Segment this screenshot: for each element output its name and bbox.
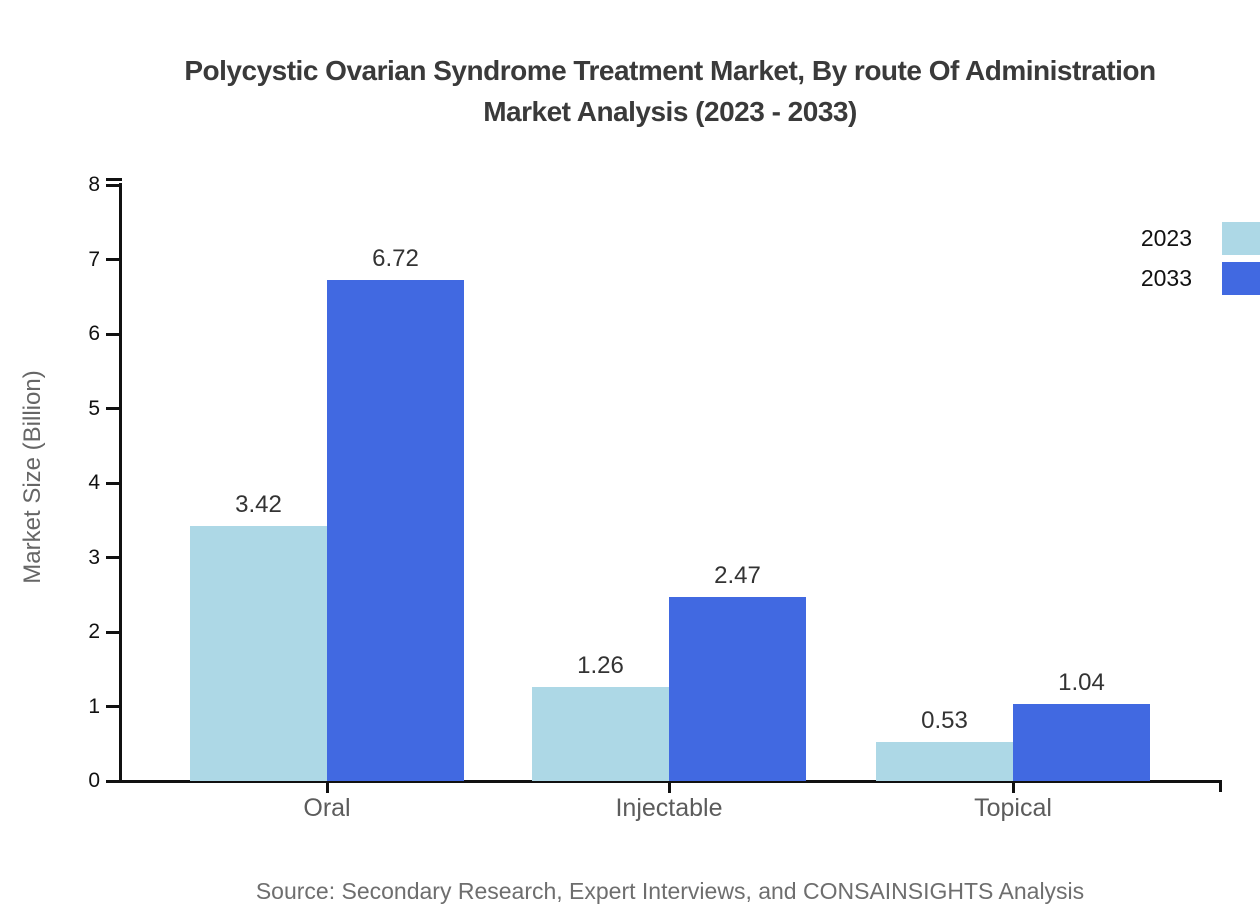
y-tick-label-2: 2 (88, 620, 100, 643)
y-tick-1 (106, 705, 119, 708)
bar-2023-topical (876, 741, 1013, 781)
y-tick-label-6: 6 (88, 322, 100, 345)
value-label-2023-topical: 0.53 (921, 706, 968, 734)
chart-title-line2: Market Analysis (2023 - 2033) (483, 96, 857, 127)
bar-2033-oral (327, 280, 464, 781)
legend-swatch-2033 (1222, 262, 1260, 295)
bar-2023-injectable (532, 687, 669, 781)
y-tick-6 (106, 332, 119, 336)
y-tick-label-4: 4 (88, 471, 100, 494)
x-tick-injectable (667, 783, 671, 793)
x-axis-end-tick (1219, 783, 1222, 792)
bar-2023-oral (190, 526, 327, 781)
y-tick-8 (106, 183, 119, 187)
y-tick-label-8: 8 (88, 173, 100, 196)
chart-title: Polycystic Ovarian Syndrome Treatment Ma… (80, 50, 1260, 132)
legend-swatch-2023 (1222, 222, 1260, 255)
category-label-oral: Oral (303, 794, 351, 822)
x-tick-topical (1011, 783, 1015, 793)
x-tick-oral (325, 783, 329, 793)
y-tick-0 (106, 779, 119, 783)
legend-label-2023: 2023 (1140, 225, 1192, 251)
x-axis-line (119, 780, 1222, 783)
chart-title-line1: Polycystic Ovarian Syndrome Treatment Ma… (184, 55, 1156, 86)
value-label-2033-injectable: 2.47 (714, 561, 761, 589)
y-axis-cap-tick (106, 178, 122, 181)
legend-row-2023: 2023 (1141, 222, 1260, 255)
y-tick-3 (106, 556, 119, 559)
y-tick-label-1: 1 (88, 694, 100, 718)
source-note: Source: Secondary Research, Expert Inter… (255, 878, 1085, 904)
y-tick-7 (106, 258, 119, 261)
category-label-topical: Topical (974, 794, 1052, 822)
y-tick-label-5: 5 (88, 396, 100, 420)
legend-row-2033: 2033 (1141, 262, 1260, 295)
bar-2033-topical (1013, 703, 1150, 781)
y-tick-label-3: 3 (88, 545, 100, 569)
y-tick-2 (106, 630, 119, 634)
value-label-2033-oral: 6.72 (372, 245, 419, 273)
legend-label-2033: 2033 (1140, 265, 1192, 291)
value-label-2023-injectable: 1.26 (577, 652, 624, 680)
y-axis-line (119, 183, 122, 783)
y-tick-4 (106, 481, 119, 485)
value-label-2033-topical: 1.04 (1058, 668, 1105, 696)
bar-2033-injectable (669, 596, 806, 781)
value-label-2023-oral: 3.42 (235, 491, 282, 519)
y-tick-label-0: 0 (88, 769, 100, 792)
y-tick-label-7: 7 (88, 247, 100, 271)
y-tick-5 (106, 407, 119, 410)
category-label-injectable: Injectable (615, 794, 723, 822)
